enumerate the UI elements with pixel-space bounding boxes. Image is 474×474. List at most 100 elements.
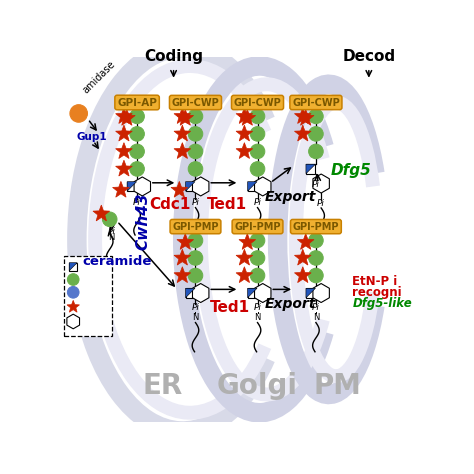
Polygon shape [255,177,271,196]
Text: recogni: recogni [352,286,402,299]
Text: GPI-CWP: GPI-CWP [292,98,340,108]
Bar [64,256,111,336]
Polygon shape [236,125,253,141]
Circle shape [102,212,117,227]
Circle shape [250,109,265,124]
Polygon shape [313,174,329,193]
Text: GPI-PMP: GPI-PMP [234,222,281,232]
Bar [306,164,315,173]
Text: Pi: Pi [191,199,200,207]
Polygon shape [297,234,314,249]
Text: Ted1: Ted1 [210,301,250,315]
Polygon shape [171,182,188,197]
Polygon shape [185,182,195,191]
Polygon shape [306,288,315,298]
Bar [69,263,77,271]
Polygon shape [177,109,193,125]
Polygon shape [113,182,129,197]
Circle shape [70,105,87,122]
Text: GPI-PMP: GPI-PMP [292,222,339,232]
Polygon shape [67,301,80,312]
Text: GPI-PMP: GPI-PMP [172,222,219,232]
Text: Export: Export [264,190,316,204]
Text: N: N [109,233,115,242]
Polygon shape [236,108,253,123]
Circle shape [309,109,323,124]
Text: Dfg5-like: Dfg5-like [352,297,412,310]
Polygon shape [174,143,191,158]
Circle shape [309,127,323,141]
Polygon shape [239,109,255,125]
Polygon shape [247,182,257,191]
Circle shape [67,273,79,285]
Polygon shape [297,109,314,125]
Polygon shape [177,234,193,249]
Circle shape [250,251,265,265]
Polygon shape [174,249,191,265]
Circle shape [188,127,203,141]
Polygon shape [69,263,77,271]
Polygon shape [236,267,253,283]
Circle shape [309,233,323,248]
Polygon shape [116,108,132,123]
Polygon shape [294,267,311,283]
Text: EtN-P i: EtN-P i [352,275,398,288]
Polygon shape [134,177,151,196]
Polygon shape [294,125,311,141]
Circle shape [250,162,265,176]
Bar [247,182,257,191]
Polygon shape [174,108,191,123]
Circle shape [188,144,203,159]
Polygon shape [192,283,209,302]
Text: Ted1: Ted1 [207,197,246,212]
Text: Pi: Pi [133,199,141,207]
Circle shape [188,268,203,283]
Polygon shape [118,109,135,125]
Polygon shape [192,177,209,196]
Text: ER: ER [143,372,183,400]
Circle shape [130,162,145,176]
Circle shape [250,144,265,159]
Polygon shape [116,143,132,158]
Text: Coding: Coding [144,49,203,64]
Circle shape [130,127,145,141]
Text: Pi: Pi [312,180,320,189]
Circle shape [250,268,265,283]
Polygon shape [236,143,253,158]
Text: Gup1: Gup1 [77,132,108,142]
Text: Dfg5: Dfg5 [330,163,371,178]
Text: GPI-AP: GPI-AP [117,98,157,108]
Text: GPI-CWP: GPI-CWP [172,98,219,108]
Polygon shape [116,125,132,141]
Polygon shape [255,283,271,302]
Polygon shape [236,249,253,265]
Circle shape [309,144,323,159]
Circle shape [130,109,145,124]
Circle shape [309,251,323,265]
Polygon shape [306,164,315,173]
Text: Cdc1: Cdc1 [149,197,191,212]
Polygon shape [313,283,329,302]
Polygon shape [294,108,311,123]
Bar [127,182,137,191]
Circle shape [130,144,145,159]
Text: Pi: Pi [254,303,262,312]
Text: GPI-CWP: GPI-CWP [234,98,282,108]
Text: Cwh43: Cwh43 [135,192,150,250]
Circle shape [309,268,323,283]
Text: PM: PM [314,372,362,400]
Text: amidase: amidase [81,59,117,95]
Bar [247,288,257,298]
Circle shape [188,251,203,265]
Circle shape [250,127,265,141]
Text: Decod: Decod [342,49,395,64]
Circle shape [188,233,203,248]
Text: Export: Export [264,297,316,310]
Bar [185,182,195,191]
Text: Pi: Pi [312,303,320,312]
Polygon shape [239,234,255,249]
Text: Golgi: Golgi [217,372,298,400]
Circle shape [250,233,265,248]
Polygon shape [127,182,137,191]
Text: N: N [313,313,319,322]
